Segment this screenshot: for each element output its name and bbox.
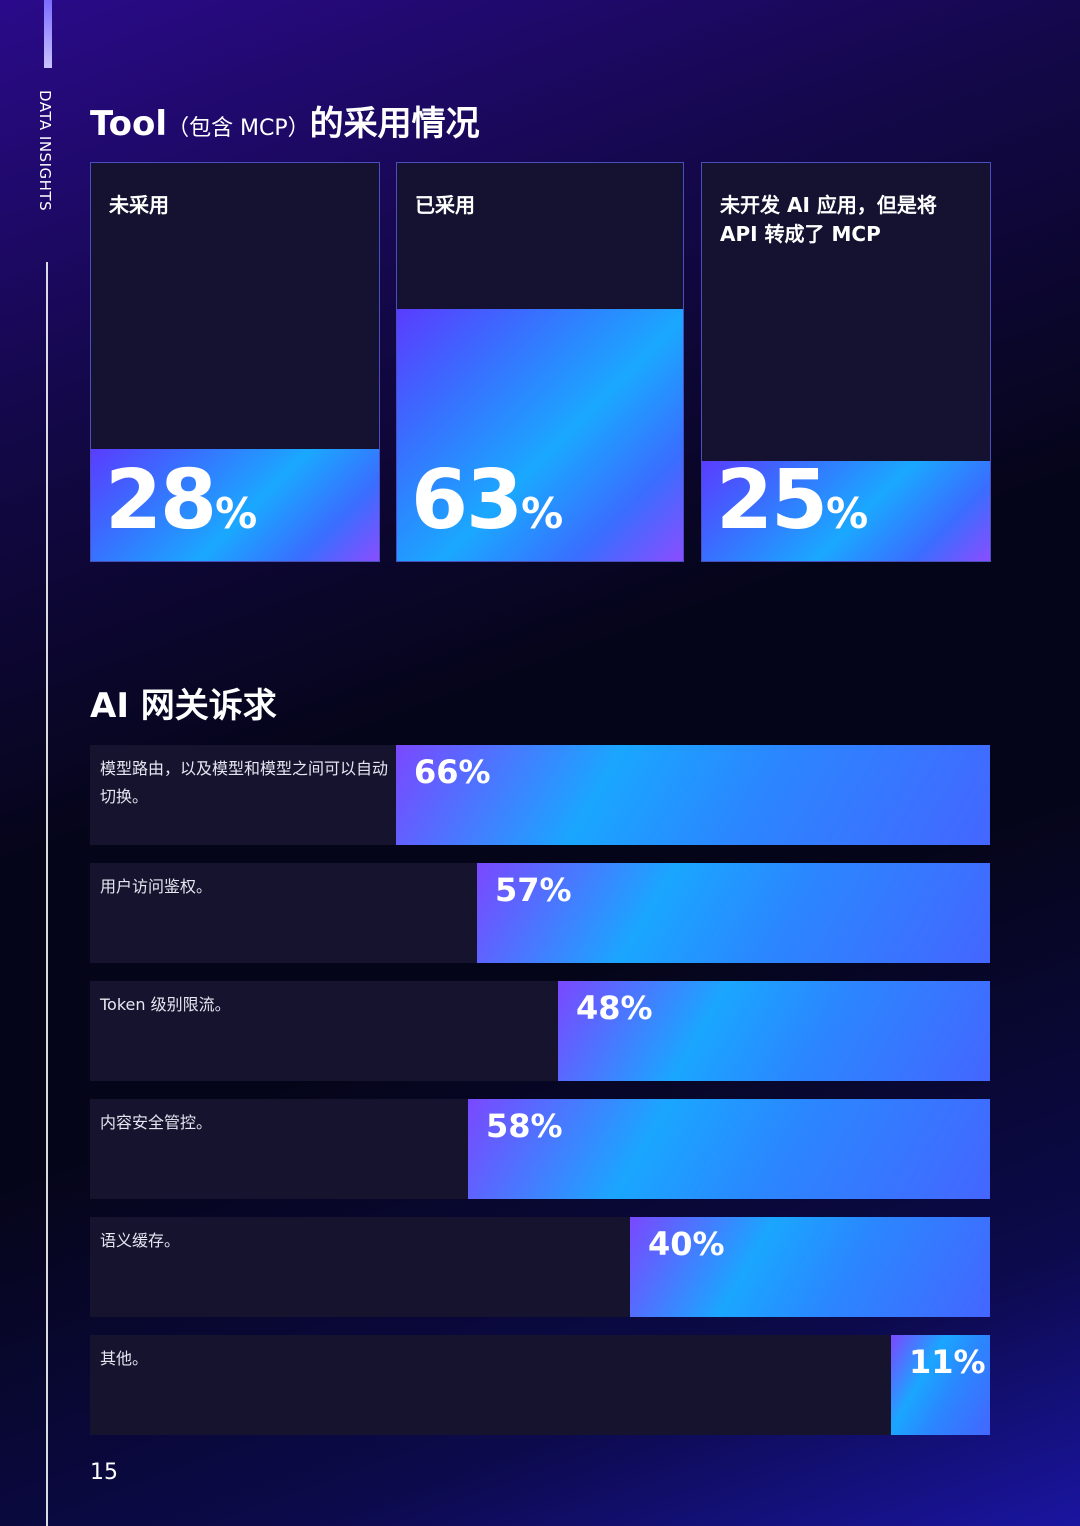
gateway-row: Token 级别限流。 48% bbox=[90, 981, 990, 1081]
section-label: DATA INSIGHTS bbox=[36, 90, 54, 212]
gateway-value-label: 58% bbox=[486, 1107, 563, 1145]
ai-gateway-title: AI 网关诉求 bbox=[90, 686, 277, 726]
title-tail: 的采用情况 bbox=[309, 104, 480, 144]
gateway-category-label: 语义缓存。 bbox=[100, 1231, 181, 1250]
gateway-bar: 66% bbox=[396, 745, 990, 845]
gateway-category-label: 内容安全管控。 bbox=[100, 1113, 213, 1132]
adoption-bar bbox=[397, 309, 683, 561]
adoption-value-label: 28% bbox=[105, 460, 257, 555]
adoption-value-label: 25% bbox=[716, 460, 868, 555]
adoption-category-label: 未采用 bbox=[109, 193, 169, 217]
gateway-category-label: 其他。 bbox=[100, 1349, 149, 1368]
adoption-card: 未开发 AI 应用，但是将 API 转成了 MCP 25% bbox=[701, 162, 991, 562]
gateway-row: 其他。 11% bbox=[90, 1335, 990, 1435]
gateway-bar: 57% bbox=[477, 863, 990, 963]
gateway-bar: 48% bbox=[558, 981, 990, 1081]
adoption-value-number: 28 bbox=[105, 453, 217, 548]
gateway-category-label: 模型路由，以及模型和模型之间可以自动切换。 bbox=[100, 759, 389, 806]
gateway-value-label: 57% bbox=[495, 871, 572, 909]
side-accent-bar bbox=[44, 0, 52, 68]
adoption-card: 未采用 28% bbox=[90, 162, 380, 562]
adoption-value-unit: % bbox=[826, 489, 869, 538]
adoption-value-label: 63% bbox=[411, 460, 563, 555]
adoption-category-label: 已采用 bbox=[415, 193, 475, 217]
gateway-category-label: Token 级别限流。 bbox=[100, 995, 231, 1014]
gateway-bar: 58% bbox=[468, 1099, 990, 1199]
gateway-value-label: 40% bbox=[648, 1225, 725, 1263]
gateway-value-label: 48% bbox=[576, 989, 653, 1027]
side-rule bbox=[46, 262, 48, 1526]
gateway-row: 内容安全管控。 58% bbox=[90, 1099, 990, 1199]
title-main: Tool bbox=[90, 104, 168, 144]
adoption-value-number: 25 bbox=[716, 453, 828, 548]
adoption-bar bbox=[91, 449, 379, 561]
adoption-category-label: 未开发 AI 应用，但是将 API 转成了 MCP bbox=[720, 193, 937, 246]
adoption-value-unit: % bbox=[215, 489, 258, 538]
title-paren: （包含 MCP） bbox=[167, 116, 310, 141]
adoption-value-number: 63 bbox=[411, 453, 523, 548]
tool-adoption-title: Tool（包含 MCP）的采用情况 bbox=[90, 96, 480, 145]
page-number: 15 bbox=[90, 1460, 118, 1485]
gateway-row: 用户访问鉴权。 57% bbox=[90, 863, 990, 963]
adoption-value-unit: % bbox=[521, 489, 564, 538]
gateway-row: 语义缓存。 40% bbox=[90, 1217, 990, 1317]
gateway-bar: 11% bbox=[891, 1335, 990, 1435]
adoption-card: 已采用 63% bbox=[396, 162, 684, 562]
gateway-category-label: 用户访问鉴权。 bbox=[100, 877, 213, 896]
gateway-value-label: 66% bbox=[414, 753, 491, 791]
gateway-bar: 40% bbox=[630, 1217, 990, 1317]
adoption-bar bbox=[702, 461, 990, 561]
gateway-row: 模型路由，以及模型和模型之间可以自动切换。 66% bbox=[90, 745, 990, 845]
gateway-value-label: 11% bbox=[909, 1343, 986, 1381]
